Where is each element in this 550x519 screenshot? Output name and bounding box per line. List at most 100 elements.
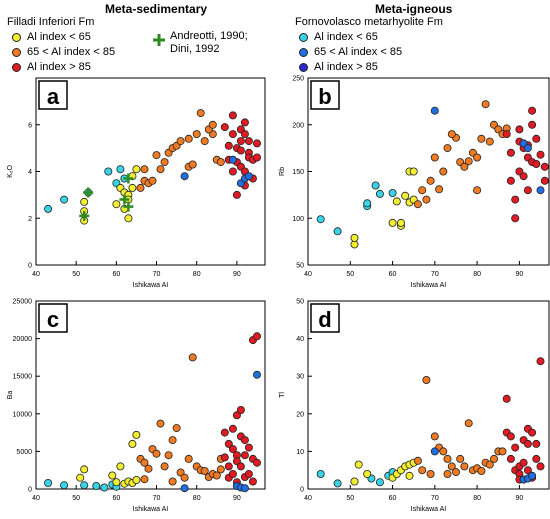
data-point-blue — [180, 172, 189, 181]
data-point-cyan — [333, 227, 342, 236]
data-point-yellow — [132, 165, 141, 174]
data-point-orange — [426, 176, 435, 185]
data-point-yellow — [76, 473, 85, 482]
legend-label: Al index > 85 — [314, 61, 378, 73]
data-point-yellow — [392, 197, 401, 206]
data-point-orange — [422, 375, 431, 384]
data-point-orange — [216, 158, 225, 167]
x-axis-label-b: Ishikawa AI — [411, 282, 446, 289]
data-point-orange — [200, 137, 209, 146]
x-tick-label: 40 — [32, 271, 40, 278]
data-point-red — [228, 130, 237, 139]
data-point-yellow — [116, 462, 125, 471]
data-point-orange — [148, 176, 157, 185]
data-point-yellow — [112, 478, 121, 487]
data-point-orange — [188, 353, 197, 362]
y-tick-label: 50 — [296, 263, 304, 270]
data-point-yellow — [388, 218, 397, 227]
data-point-red — [232, 190, 241, 199]
x-tick-label: 70 — [431, 271, 439, 278]
data-point-orange — [184, 454, 193, 463]
data-point-red — [515, 125, 524, 134]
panel-label-d: d — [318, 307, 331, 332]
data-point-orange — [477, 134, 486, 143]
data-point-orange — [447, 462, 456, 471]
data-point-orange — [413, 200, 422, 209]
data-point-red — [220, 453, 229, 462]
data-point-orange — [481, 100, 490, 109]
data-point-orange — [140, 475, 149, 484]
data-point-cyan — [363, 199, 372, 208]
y-axis-label-a: K₂O — [7, 165, 14, 178]
data-point-orange — [152, 151, 161, 160]
data-point-red — [236, 137, 245, 146]
data-point-orange — [168, 477, 177, 486]
x-tick-label: 60 — [112, 271, 120, 278]
data-point-orange — [477, 466, 486, 475]
data-point-orange — [439, 167, 448, 176]
data-point-orange — [464, 419, 473, 428]
data-point-red — [506, 454, 515, 463]
data-point-red — [220, 428, 229, 437]
y-tick-label: 40 — [296, 336, 304, 343]
data-point-orange — [443, 144, 452, 153]
y-tick-label: 30 — [296, 374, 304, 381]
data-point-yellow — [354, 460, 363, 469]
data-point-red — [228, 469, 237, 478]
legend-label-line2: Dini, 1992 — [170, 43, 220, 55]
x-tick-label: 90 — [233, 495, 241, 502]
x-tick-label: 80 — [193, 495, 201, 502]
legend-swatch — [12, 33, 21, 42]
data-point-red — [506, 432, 515, 441]
data-point-orange — [422, 195, 431, 204]
x-tick-label: 50 — [72, 271, 80, 278]
x-tick-label: 40 — [304, 495, 312, 502]
data-point-orange — [164, 451, 173, 460]
data-point-orange — [464, 157, 473, 166]
data-point-orange — [413, 456, 422, 465]
data-point-red — [511, 214, 520, 223]
data-point-red — [228, 167, 237, 176]
data-point-red — [236, 146, 245, 155]
data-point-yellow — [409, 167, 418, 176]
data-point-cyan — [116, 165, 125, 174]
data-point-orange — [216, 465, 225, 474]
data-point-red — [502, 394, 511, 403]
data-point-red — [502, 130, 511, 139]
data-point-red — [240, 451, 249, 460]
x-tick-label: 50 — [346, 271, 354, 278]
y-tick-label: 0 — [28, 487, 32, 494]
data-point-red — [523, 439, 532, 448]
data-point-red — [236, 462, 245, 471]
x-tick-label: 80 — [473, 495, 481, 502]
data-point-red — [532, 134, 541, 143]
x-axis-label-c: Ishikawa AI — [133, 506, 168, 513]
legend-swatch — [299, 48, 308, 57]
plot-frame-c — [35, 300, 266, 490]
data-point-red — [228, 445, 237, 454]
y-axis-label-d: Tl — [279, 392, 286, 398]
x-tick-label: 60 — [112, 495, 120, 502]
data-point-blue — [430, 447, 439, 456]
data-point-orange — [473, 186, 482, 195]
data-point-yellow — [108, 471, 117, 480]
data-point-red — [532, 159, 541, 168]
data-point-orange — [212, 471, 221, 480]
data-point-orange — [418, 466, 427, 475]
data-point-red — [252, 458, 261, 467]
y-axis-label-b: Rb — [279, 167, 286, 176]
data-point-orange — [180, 473, 189, 482]
data-point-red — [252, 139, 261, 148]
x-axis-label-a: Ishikawa AI — [133, 282, 168, 289]
panel-label-a: a — [47, 84, 60, 109]
data-point-red — [224, 141, 233, 150]
data-point-orange — [443, 469, 452, 478]
data-point-red — [523, 466, 532, 475]
data-point-cyan — [60, 195, 69, 204]
data-point-red — [511, 443, 520, 452]
data-point-yellow — [401, 191, 410, 200]
data-point-blue — [430, 106, 439, 115]
y-tick-label: 250 — [292, 76, 304, 83]
right-header-title: Meta-igneous — [375, 2, 453, 16]
